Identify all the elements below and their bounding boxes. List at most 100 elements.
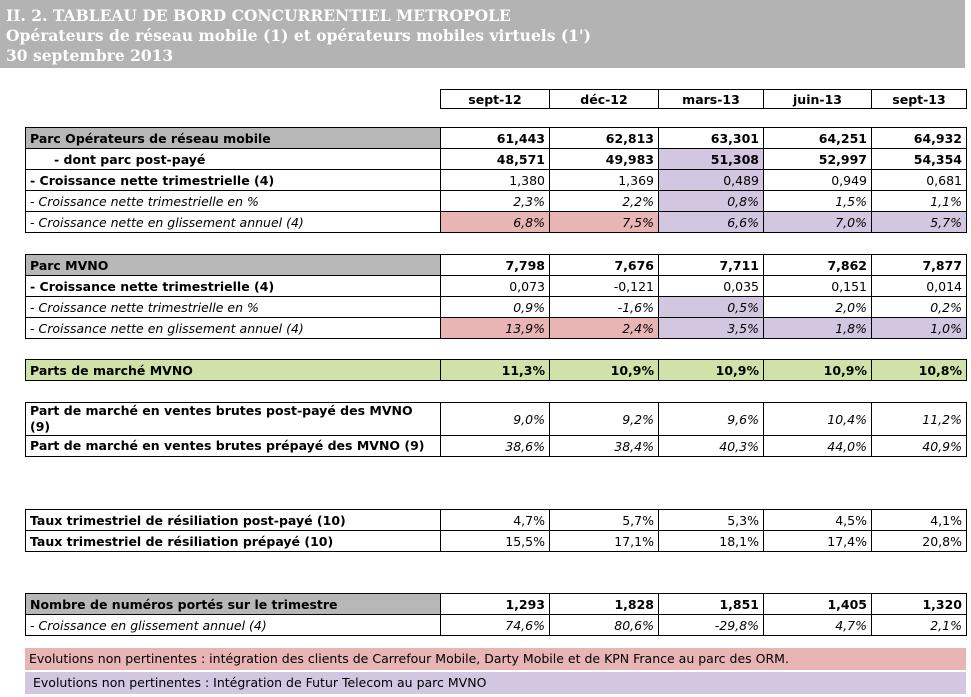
table-row: Taux trimestriel de résiliation post-pay…: [25, 509, 967, 531]
cell-value: 48,571: [440, 148, 550, 170]
cell-value: 9,0%: [440, 402, 550, 436]
cell-value: 4,1%: [871, 509, 967, 531]
cell-value: 17,4%: [763, 530, 872, 552]
column-header-cell: sept-13: [871, 89, 967, 109]
cell-value: 10,9%: [549, 359, 659, 381]
cell-value: 0,5%: [658, 296, 764, 318]
column-header-cell: déc-12: [549, 89, 659, 109]
cell-value: 51,308: [658, 148, 764, 170]
cell-value: 40,3%: [658, 435, 764, 457]
cell-value: 7,0%: [763, 211, 872, 233]
row-label: - dont parc post-payé: [25, 148, 441, 170]
cell-value: 1,0%: [871, 317, 967, 339]
row-label: Part de marché en ventes brutes prépayé …: [25, 435, 441, 457]
cell-value: 2,3%: [440, 190, 550, 212]
cell-value: 0,014: [871, 275, 967, 297]
cell-value: 0,073: [440, 275, 550, 297]
cell-value: 61,443: [440, 127, 550, 149]
cell-value: 10,9%: [658, 359, 764, 381]
cell-value: 0,949: [763, 169, 872, 191]
row-label: - Croissance nette trimestrielle en %: [25, 190, 441, 212]
cell-value: 1,8%: [763, 317, 872, 339]
cell-value: 10,4%: [763, 402, 872, 436]
column-header-cell: mars-13: [658, 89, 764, 109]
row-label: Taux trimestriel de résiliation post-pay…: [25, 509, 441, 531]
cell-value: 3,5%: [658, 317, 764, 339]
cell-value: 1,1%: [871, 190, 967, 212]
table-churn: Taux trimestriel de résiliation post-pay…: [25, 509, 967, 552]
table-orm: Parc Opérateurs de réseau mobile 61,443 …: [25, 127, 967, 233]
column-header: sept-12 déc-12 mars-13 juin-13 sept-13: [440, 89, 967, 109]
cell-value: 6,8%: [440, 211, 550, 233]
cell-value: 9,2%: [549, 402, 659, 436]
cell-value: 1,320: [871, 593, 967, 615]
column-header-cell: juin-13: [763, 89, 872, 109]
cell-value: 7,676: [549, 254, 659, 276]
cell-value: 10,8%: [871, 359, 967, 381]
cell-value: 4,5%: [763, 509, 872, 531]
table-row: - Croissance nette trimestrielle (4) 0,0…: [25, 275, 967, 297]
row-label: - Croissance nette trimestrielle en %: [25, 296, 441, 318]
cell-value: 80,6%: [549, 614, 659, 636]
legend-mvno-note: Evolutions non pertinentes : Intégration…: [25, 672, 966, 694]
table-portability: Nombre de numéros portés sur le trimestr…: [25, 593, 967, 636]
cell-value: 2,2%: [549, 190, 659, 212]
cell-value: 1,369: [549, 169, 659, 191]
table-row: Part de marché en ventes brutes prépayé …: [25, 435, 967, 457]
table-row: - Croissance nette trimestrielle en % 0,…: [25, 296, 967, 318]
cell-value: 11,3%: [440, 359, 550, 381]
row-label: - Croissance nette en glissement annuel …: [25, 317, 441, 339]
cell-value: 20,8%: [871, 530, 967, 552]
cell-value: 7,711: [658, 254, 764, 276]
cell-value: 4,7%: [440, 509, 550, 531]
table-row: - Croissance nette trimestrielle (4) 1,3…: [25, 169, 967, 191]
table-row: - Croissance nette en glissement annuel …: [25, 211, 967, 233]
cell-value: 2,4%: [549, 317, 659, 339]
cell-value: -0,121: [549, 275, 659, 297]
table-market-share: Parts de marché MVNO 11,3% 10,9% 10,9% 1…: [25, 359, 967, 381]
table-row: - Croissance nette trimestrielle en % 2,…: [25, 190, 967, 212]
cell-value: 0,9%: [440, 296, 550, 318]
cell-value: 7,798: [440, 254, 550, 276]
cell-value: 9,6%: [658, 402, 764, 436]
cell-value: 64,932: [871, 127, 967, 149]
table-row: Taux trimestriel de résiliation prépayé …: [25, 530, 967, 552]
cell-value: 74,6%: [440, 614, 550, 636]
page-subtitle: Opérateurs de réseau mobile (1) et opéra…: [6, 26, 592, 45]
cell-value: 0,8%: [658, 190, 764, 212]
cell-value: 6,6%: [658, 211, 764, 233]
row-label: Taux trimestriel de résiliation prépayé …: [25, 530, 441, 552]
cell-value: 54,354: [871, 148, 967, 170]
header-banner: II. 2. TABLEAU DE BORD CONCURRENTIEL MET…: [0, 0, 965, 68]
row-label: - Croissance nette en glissement annuel …: [25, 211, 441, 233]
cell-value: -29,8%: [658, 614, 764, 636]
table-row: Part de marché en ventes brutes post-pay…: [25, 402, 967, 436]
cell-value: 0,035: [658, 275, 764, 297]
row-label: Nombre de numéros portés sur le trimestr…: [25, 593, 441, 615]
cell-value: 5,7%: [549, 509, 659, 531]
cell-value: 17,1%: [549, 530, 659, 552]
cell-value: 5,7%: [871, 211, 967, 233]
cell-value: 15,5%: [440, 530, 550, 552]
cell-value: 2,1%: [871, 614, 967, 636]
row-label: Part de marché en ventes brutes post-pay…: [25, 402, 441, 436]
cell-value: 38,4%: [549, 435, 659, 457]
page-title: II. 2. TABLEAU DE BORD CONCURRENTIEL MET…: [6, 6, 511, 25]
cell-value: 7,877: [871, 254, 967, 276]
cell-value: 52,997: [763, 148, 872, 170]
cell-value: 0,489: [658, 169, 764, 191]
cell-value: 1,293: [440, 593, 550, 615]
legend-orm-note: Evolutions non pertinentes : intégration…: [25, 648, 966, 670]
cell-value: 4,7%: [763, 614, 872, 636]
cell-value: 1,380: [440, 169, 550, 191]
cell-value: 64,251: [763, 127, 872, 149]
cell-value: 63,301: [658, 127, 764, 149]
row-label: Parc Opérateurs de réseau mobile: [25, 127, 441, 149]
cell-value: 0,681: [871, 169, 967, 191]
table-row: - Croissance nette en glissement annuel …: [25, 317, 967, 339]
cell-value: 5,3%: [658, 509, 764, 531]
row-label: Parts de marché MVNO: [25, 359, 441, 381]
table-row: - dont parc post-payé 48,571 49,983 51,3…: [25, 148, 967, 170]
row-label: - Croissance nette trimestrielle (4): [25, 169, 441, 191]
cell-value: 2,0%: [763, 296, 872, 318]
